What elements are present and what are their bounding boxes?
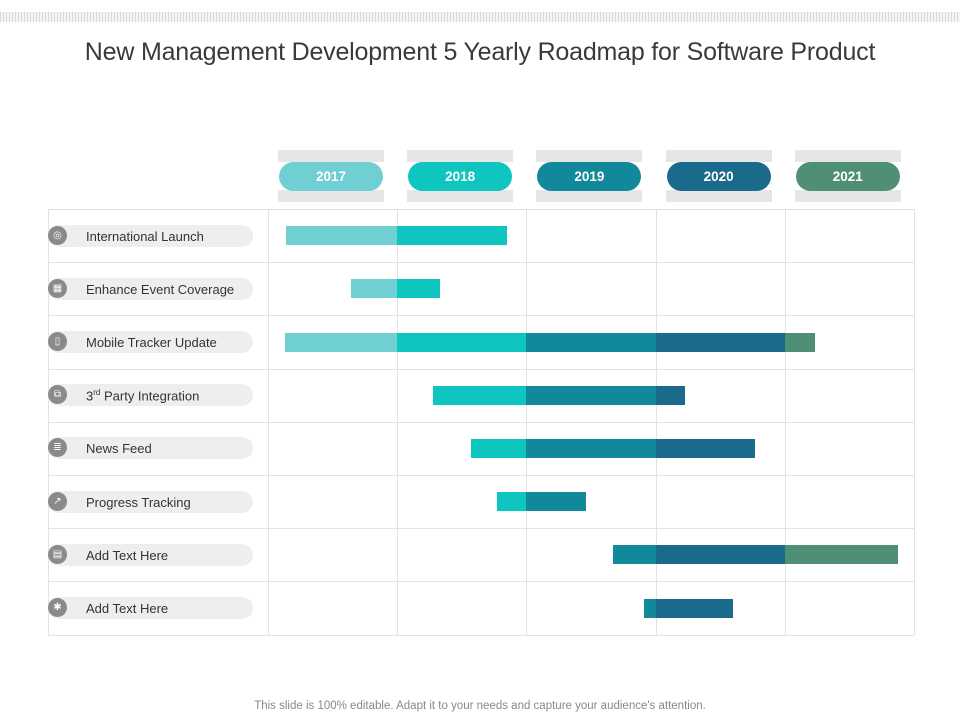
year-header-shadow (278, 190, 384, 202)
gantt-bar-segment (655, 598, 734, 618)
task-label-prefix: 3 (86, 388, 94, 404)
task-label-text: Add Text Here (86, 547, 169, 563)
gantt-bar-segment (655, 438, 756, 458)
gantt-bar-segment (397, 279, 440, 299)
grid-line-horizontal (48, 581, 914, 583)
task-label-pill: ⧉ 3rd Party Integration (48, 384, 253, 407)
task-label-pill: ≣ News Feed (48, 437, 253, 460)
gantt-bar-segment (397, 226, 507, 246)
grid-line-vertical (397, 209, 398, 635)
year-header-2017: 2017 (278, 150, 384, 202)
task-label-text: Add Text Here (86, 601, 169, 616)
task-label-pill: ▦ Enhance Event Coverage (48, 277, 253, 300)
gantt-bar-segment (655, 332, 785, 352)
calendar-icon: ▦ (48, 278, 67, 298)
task-label-pill: ▯ Mobile Tracker Update (48, 331, 253, 353)
gantt-bar-segment (470, 438, 527, 458)
year-header-shadow (794, 190, 901, 202)
year-header-2020: 2020 (665, 150, 772, 202)
grid-line-vertical (526, 209, 527, 635)
gantt-bar-segment (655, 385, 686, 405)
year-label: 2020 (666, 162, 771, 191)
gantt-bar-segment (784, 332, 815, 352)
grid-line-horizontal (48, 528, 914, 530)
grid-line-horizontal (48, 368, 914, 370)
year-label: 2021 (795, 162, 900, 191)
year-header-2021: 2021 (794, 150, 901, 202)
gantt-bar-segment (286, 226, 398, 246)
year-header-shadow (407, 190, 514, 202)
gantt-bar-segment (526, 492, 586, 512)
task-label-text: Progress Tracking (86, 494, 191, 510)
footer-note: This slide is 100% editable. Adapt it to… (254, 700, 706, 712)
task-label-pill: ▤ Add Text Here (48, 543, 253, 566)
year-header-shadow (665, 190, 772, 202)
grid-line-horizontal (48, 475, 914, 476)
year-label: 2017 (279, 162, 383, 191)
gantt-bar-segment (350, 279, 398, 299)
grid-line-horizontal (48, 262, 914, 264)
year-label: 2018 (408, 162, 513, 191)
chart-icon: ↗ (48, 491, 67, 511)
task-label: Enhance Event Coverage (86, 282, 234, 297)
gantt-bar-segment (397, 332, 527, 352)
task-label: 3rd Party Integration (86, 388, 199, 403)
task-label: Add Text Here (86, 548, 168, 563)
task-label: News Feed (86, 441, 152, 456)
task-label-text: Mobile Tracker Update (86, 335, 217, 350)
gantt-bar-segment (433, 385, 527, 405)
gantt-bar-segment (784, 545, 899, 565)
year-header-shadow (407, 150, 514, 162)
grid-line-vertical (48, 209, 49, 635)
year-header-shadow (536, 150, 643, 162)
gantt-bar-segment (643, 598, 656, 618)
slide-title: New Management Development 5 Yearly Road… (84, 38, 876, 66)
year-header-2018: 2018 (407, 150, 514, 202)
top-decorative-strip (0, 12, 960, 22)
grid-line-vertical (785, 209, 786, 635)
year-label: 2019 (537, 162, 642, 191)
grid-line-horizontal (48, 634, 914, 636)
gantt-bar-segment (496, 492, 527, 512)
gantt-bar-segment (284, 332, 398, 352)
task-label-text: International Launch (86, 228, 204, 244)
mobile-icon: ▯ (48, 332, 67, 351)
settings-icon: ✱ (48, 598, 67, 617)
task-label-text: News Feed (86, 441, 152, 457)
grid-line-vertical (268, 209, 269, 635)
task-label-superscript: rd (93, 388, 101, 398)
task-label: International Launch (86, 229, 204, 244)
year-header-shadow (665, 150, 772, 162)
document-icon: ▤ (48, 544, 67, 564)
gantt-bar-segment (526, 332, 656, 352)
grid-line-horizontal (48, 209, 914, 210)
gantt-bar-segment (526, 438, 656, 458)
year-header-shadow (536, 190, 643, 202)
grid-line-vertical (914, 209, 915, 635)
task-label-pill: ✱ Add Text Here (48, 597, 253, 619)
grid-line-vertical (656, 209, 657, 635)
globe-icon: ◎ (48, 225, 67, 245)
task-label: Mobile Tracker Update (86, 335, 217, 350)
task-label-text: Party Integration (100, 388, 200, 404)
year-header-shadow (794, 150, 901, 162)
grid-line-horizontal (48, 315, 914, 317)
task-label-pill: ◎ International Launch (48, 224, 253, 247)
year-header-shadow (278, 150, 384, 162)
year-header-2019: 2019 (536, 150, 643, 202)
task-label-text: Enhance Event Coverage (86, 281, 235, 297)
task-label: Add Text Here (86, 601, 168, 616)
grid-line-horizontal (48, 421, 914, 423)
news-icon: ≣ (48, 438, 67, 458)
gantt-bar-segment (655, 545, 785, 565)
gantt-bar-segment (526, 385, 656, 405)
gantt-bar-segment (612, 545, 656, 565)
integration-icon: ⧉ (48, 385, 67, 405)
task-label-pill: ↗ Progress Tracking (48, 490, 253, 513)
task-label: Progress Tracking (86, 495, 191, 510)
